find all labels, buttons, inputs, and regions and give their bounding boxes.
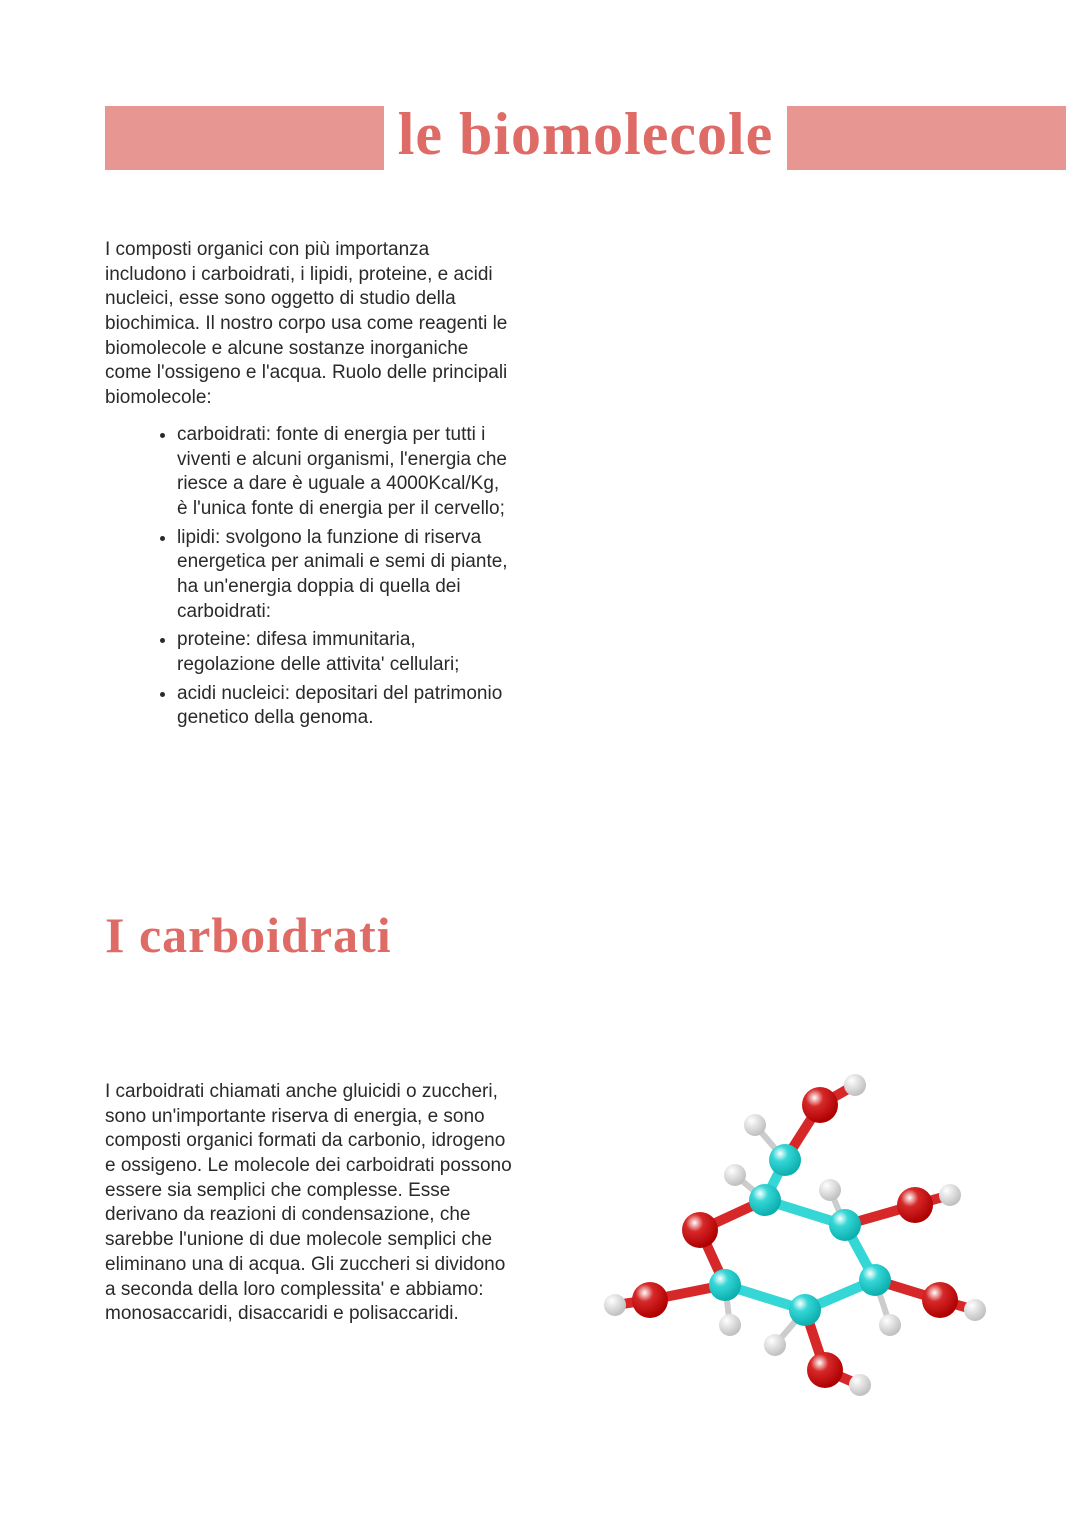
- list-item: lipidi: svolgono la funzione di riserva …: [177, 526, 515, 625]
- page-title: le biomolecole: [398, 104, 774, 170]
- molecule-figure: [580, 1065, 1000, 1415]
- list-item: acidi nucleici: depositari del patrimoni…: [177, 682, 515, 731]
- intro-paragraph: I composti organici con più importanza i…: [105, 238, 515, 411]
- page: le biomolecole I composti organici con p…: [0, 0, 1080, 1525]
- list-item: proteine: difesa immunitaria, regolazion…: [177, 628, 515, 677]
- section-title-carboidrati: I carboidrati: [105, 906, 392, 964]
- list-item: carboidrati: fonte di energia per tutti …: [177, 423, 515, 522]
- title-banner: le biomolecole: [105, 106, 1066, 170]
- intro-block: I composti organici con più importanza i…: [105, 238, 515, 735]
- section-paragraph: I carboidrati chiamati anche gluicidi o …: [105, 1080, 515, 1327]
- molecule-icon: [580, 1065, 1000, 1415]
- title-box: le biomolecole: [384, 106, 788, 170]
- section-body-carboidrati: I carboidrati chiamati anche gluicidi o …: [105, 1080, 515, 1327]
- biomolecule-role-list: carboidrati: fonte di energia per tutti …: [105, 423, 515, 731]
